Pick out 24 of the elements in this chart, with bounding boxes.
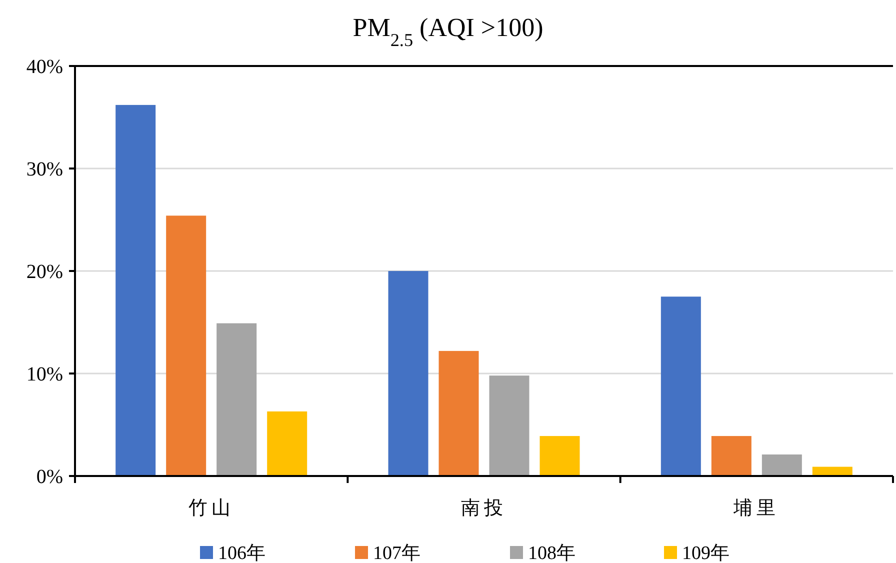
- bar: [438, 350, 479, 476]
- legend-label: 107年: [373, 543, 420, 563]
- y-tick-label: 30%: [26, 158, 63, 180]
- y-tick-label: 20%: [26, 261, 63, 283]
- legend-label: 108年: [528, 543, 576, 563]
- bar: [116, 104, 156, 476]
- bar: [166, 216, 206, 476]
- bar: [711, 436, 752, 476]
- x-tick-label: 埔里: [732, 498, 780, 519]
- x-tick-label: 竹山: [188, 498, 234, 519]
- bar: [388, 271, 428, 476]
- bar: [660, 296, 701, 476]
- legend-label: 109年: [682, 543, 730, 563]
- chart-title: PM$_{2.5}$ (AQI >100): [352, 13, 544, 50]
- bar: [540, 436, 580, 476]
- bar: [216, 323, 257, 476]
- y-tick-label: 10%: [26, 364, 63, 386]
- bar: [762, 454, 802, 476]
- y-tick-label: 40%: [26, 56, 63, 78]
- y-tick-label: 0%: [36, 466, 63, 488]
- bar: [489, 376, 530, 476]
- legend-label: 106年: [218, 543, 266, 563]
- x-tick-label: 南投: [461, 498, 507, 519]
- bar: [267, 411, 308, 476]
